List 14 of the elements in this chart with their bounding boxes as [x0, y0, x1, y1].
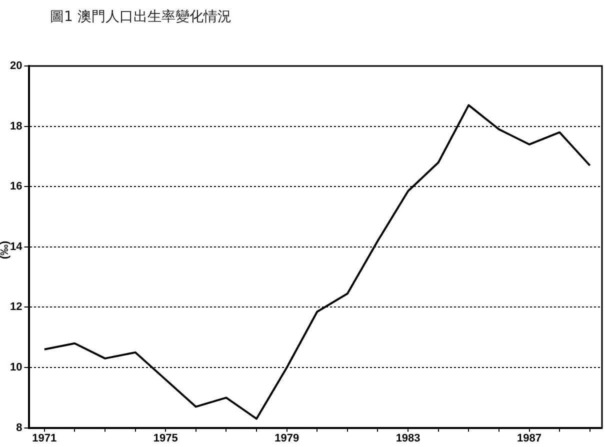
x-tick-label: 1983	[396, 432, 420, 444]
y-tick-label: 14	[10, 240, 24, 253]
y-tick-label: 8	[16, 422, 22, 434]
x-tick-label: 1987	[517, 432, 542, 444]
y-tick-label: 20	[10, 60, 22, 72]
y-axis-title: (‰)	[0, 240, 12, 260]
x-tick-label: 1975	[153, 432, 178, 444]
x-tick-label: 1971	[32, 432, 57, 444]
x-tick-label: 1979	[274, 432, 300, 444]
y-tick-label: 12	[10, 301, 22, 314]
chart-title: 圖1 澳門人口出生率變化情況	[50, 8, 232, 26]
y-tick-label: 10	[10, 362, 22, 374]
y-tick-label: 18	[10, 120, 22, 132]
y-tick-label: 16	[10, 180, 22, 193]
